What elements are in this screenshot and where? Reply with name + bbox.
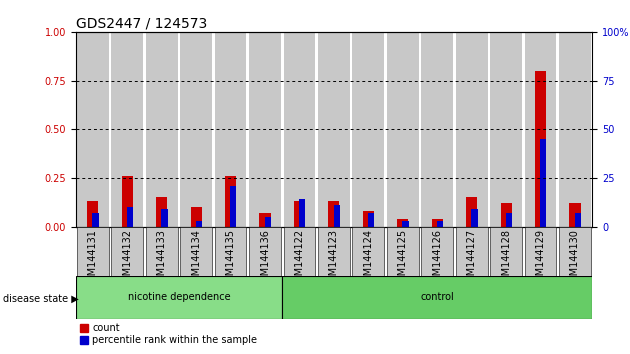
FancyBboxPatch shape (112, 227, 143, 276)
Text: disease state ▶: disease state ▶ (3, 294, 79, 304)
FancyBboxPatch shape (215, 227, 246, 276)
Legend: count, percentile rank within the sample: count, percentile rank within the sample (81, 324, 257, 346)
FancyBboxPatch shape (490, 227, 522, 276)
Text: GSM144125: GSM144125 (398, 229, 408, 288)
Bar (249, 32, 281, 227)
Bar (432, 219, 443, 227)
Text: GSM144134: GSM144134 (191, 229, 201, 288)
Bar (260, 213, 271, 227)
Bar (559, 32, 591, 227)
FancyBboxPatch shape (525, 227, 556, 276)
Bar (403, 221, 409, 227)
Text: GSM144124: GSM144124 (364, 229, 374, 288)
Bar (127, 207, 133, 227)
Bar (299, 199, 306, 227)
Text: GSM144132: GSM144132 (122, 229, 132, 288)
FancyBboxPatch shape (456, 227, 488, 276)
Bar (215, 32, 246, 227)
Bar (387, 32, 418, 227)
Bar (525, 32, 556, 227)
Text: GSM144126: GSM144126 (432, 229, 442, 288)
Bar (421, 32, 453, 227)
Bar (353, 32, 384, 227)
Bar (368, 213, 374, 227)
Bar (156, 198, 168, 227)
Bar (500, 203, 512, 227)
FancyBboxPatch shape (421, 227, 453, 276)
FancyBboxPatch shape (559, 227, 591, 276)
Text: GSM144122: GSM144122 (294, 229, 304, 288)
Bar (328, 201, 340, 227)
FancyBboxPatch shape (76, 276, 282, 319)
Text: GDS2447 / 124573: GDS2447 / 124573 (76, 17, 207, 31)
Bar (540, 139, 546, 227)
Text: GSM144133: GSM144133 (157, 229, 167, 288)
Text: GSM144127: GSM144127 (467, 229, 477, 288)
Bar (146, 32, 178, 227)
Bar (87, 201, 98, 227)
Text: GSM144129: GSM144129 (536, 229, 546, 288)
Bar (575, 213, 581, 227)
FancyBboxPatch shape (284, 227, 315, 276)
Text: control: control (420, 292, 454, 302)
FancyBboxPatch shape (180, 227, 212, 276)
Bar (265, 217, 271, 227)
FancyBboxPatch shape (282, 276, 592, 319)
Bar (77, 32, 108, 227)
Text: nicotine dependence: nicotine dependence (128, 292, 230, 302)
Text: GSM144131: GSM144131 (88, 229, 98, 288)
FancyBboxPatch shape (77, 227, 108, 276)
Bar (284, 32, 315, 227)
Text: GSM144123: GSM144123 (329, 229, 339, 288)
Bar (535, 71, 546, 227)
Bar (93, 213, 99, 227)
Bar (230, 185, 236, 227)
FancyBboxPatch shape (318, 227, 350, 276)
Text: GSM144128: GSM144128 (501, 229, 511, 288)
Bar (363, 211, 374, 227)
Bar (397, 219, 408, 227)
Bar (570, 203, 581, 227)
Bar (190, 207, 202, 227)
Bar (466, 198, 478, 227)
Bar (333, 205, 340, 227)
Bar (225, 176, 236, 227)
Bar (112, 32, 143, 227)
Bar (180, 32, 212, 227)
Bar (161, 209, 168, 227)
Text: GSM144135: GSM144135 (226, 229, 236, 288)
Bar (490, 32, 522, 227)
Bar (506, 213, 512, 227)
Bar (437, 221, 443, 227)
Bar (456, 32, 488, 227)
Bar (471, 209, 478, 227)
Bar (294, 201, 305, 227)
FancyBboxPatch shape (387, 227, 418, 276)
Bar (122, 176, 133, 227)
FancyBboxPatch shape (249, 227, 281, 276)
FancyBboxPatch shape (353, 227, 384, 276)
Bar (196, 221, 202, 227)
Text: GSM144136: GSM144136 (260, 229, 270, 288)
Text: GSM144130: GSM144130 (570, 229, 580, 288)
FancyBboxPatch shape (146, 227, 178, 276)
Bar (318, 32, 350, 227)
